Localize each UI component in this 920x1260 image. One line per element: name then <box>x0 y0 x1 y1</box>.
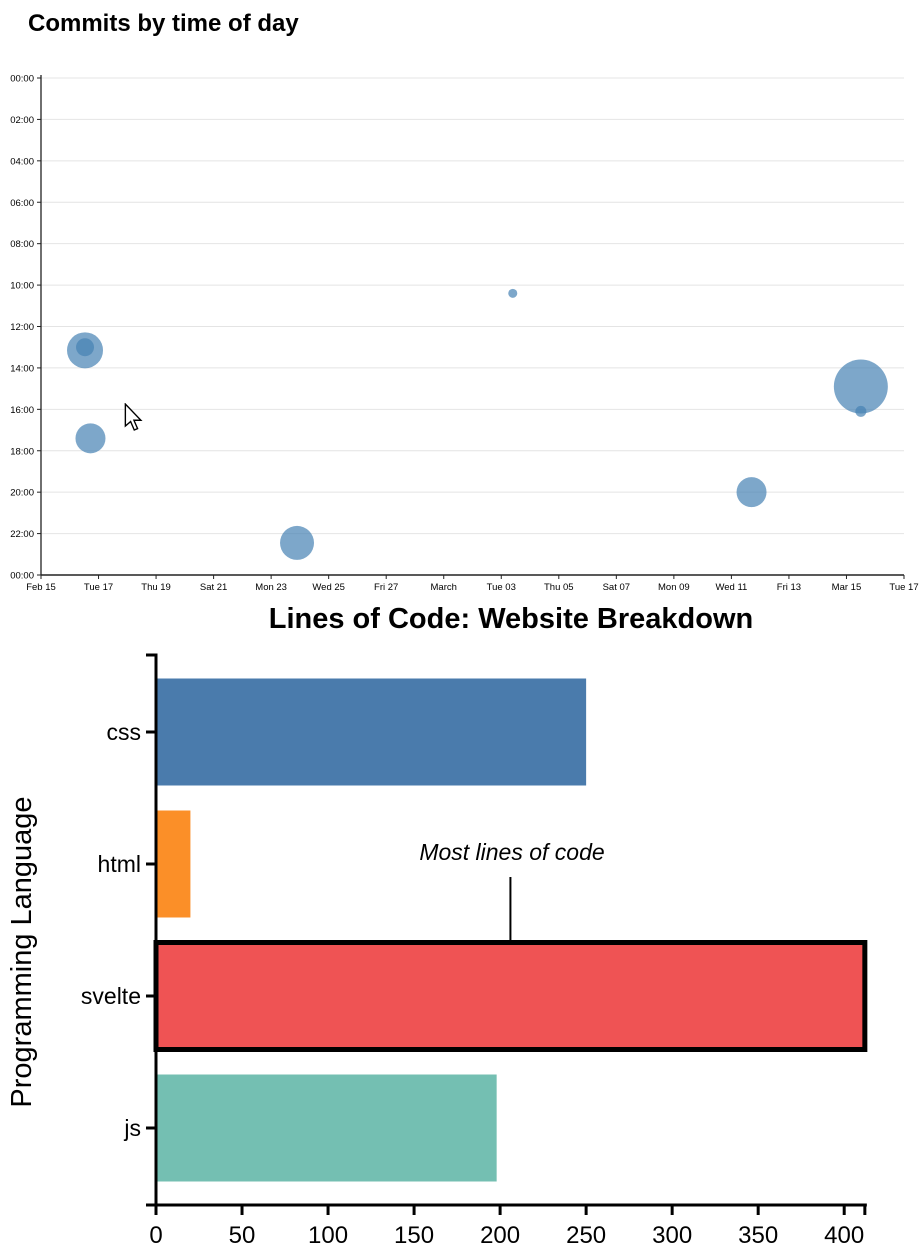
x-axis-tick-label: 50 <box>229 1222 256 1249</box>
cursor-arrow <box>124 403 143 431</box>
x-axis-tick-label: Thu 05 <box>544 582 574 593</box>
x-axis-tick-label: Thu 19 <box>141 582 171 593</box>
x-axis-tick-label: Tue 17 <box>84 582 113 593</box>
category-label: css <box>107 719 142 745</box>
y-axis-tick-label: 12:00 <box>10 322 34 333</box>
x-axis-tick-label: 300 <box>652 1222 692 1249</box>
x-axis-tick-label: Tue 17 <box>889 582 918 593</box>
x-axis-tick-label: Feb 15 <box>26 582 56 593</box>
commit-bubble <box>508 288 518 298</box>
y-axis-tick-label: 22:00 <box>10 529 34 540</box>
x-axis-tick-label: 100 <box>308 1222 348 1249</box>
commit-bubble <box>280 525 315 560</box>
commit-bubble <box>855 405 867 417</box>
x-axis-tick-label: Wed 25 <box>312 582 345 593</box>
x-axis-tick-label: 0 <box>149 1222 162 1249</box>
commit-bubble <box>736 477 767 508</box>
y-axis-tick-label: 10:00 <box>10 281 34 292</box>
x-axis-tick-label: 250 <box>566 1222 606 1249</box>
bar-html <box>156 810 191 918</box>
y-axis-title: Programming Language <box>6 796 38 1108</box>
y-axis-tick-label: 02:00 <box>10 115 34 126</box>
y-axis-tick-label: 08:00 <box>10 239 34 250</box>
category-label: js <box>123 1115 141 1141</box>
chart1-title: Commits by time of day <box>28 10 299 37</box>
y-axis-tick-label: 20:00 <box>10 488 34 499</box>
y-axis-tick-label: 00:00 <box>10 571 34 582</box>
chart2-title: Lines of Code: Website Breakdown <box>268 603 754 635</box>
y-axis-tick-label: 14:00 <box>10 363 34 374</box>
commits-by-time-chart: Commits by time of day 00:00 02:00 04:00 06… <box>0 0 920 600</box>
y-axis-tick-label: 00:00 <box>10 74 34 85</box>
y-axis-tick-label: 04:00 <box>10 156 34 167</box>
commit-bubble <box>76 338 95 357</box>
x-axis-tick-label: Mar 15 <box>832 582 862 593</box>
x-axis-tick-label: 350 <box>738 1222 778 1249</box>
x-axis-tick-label: Sat 21 <box>200 582 227 593</box>
category-label: html <box>98 851 141 877</box>
x-axis-tick-label: 200 <box>480 1222 520 1249</box>
commits-scatter-plot: 00:00 02:00 04:00 06:00 08:00 10:00 12:00 14:00… <box>10 74 918 594</box>
x-axis-tick-label: Fri 13 <box>777 582 801 593</box>
x-axis-tick-label: Mon 23 <box>255 582 287 593</box>
x-axis-tick-label: Tue 03 <box>487 582 516 593</box>
bar-css <box>156 678 587 786</box>
bar-js <box>156 1074 497 1182</box>
x-axis-tick-label: Fri 27 <box>374 582 398 593</box>
mouse-cursor-icon <box>124 403 143 431</box>
commit-bubble <box>75 423 106 454</box>
commit-bubble <box>833 359 888 414</box>
x-axis-tick-label: March <box>431 582 457 593</box>
category-label: svelte <box>81 983 141 1009</box>
y-axis-tick-label: 06:00 <box>10 198 34 209</box>
bar-svelte <box>153 940 868 1052</box>
x-axis-tick-label: 150 <box>394 1222 434 1249</box>
loc-bar-plot: css html svelte js 0 50 100 150 200 250 300 350 400 <box>81 653 868 1249</box>
annotation-text: Most lines of code <box>419 839 605 865</box>
lines-of-code-chart: css html svelte js 0 50 100 150 200 250 300 350 400 … <box>0 600 920 1260</box>
x-axis-tick-label: 400 <box>824 1222 864 1249</box>
y-axis-tick-label: 16:00 <box>10 405 34 416</box>
y-axis-tick-label: 18:00 <box>10 446 34 457</box>
x-axis-tick-label: Sat 07 <box>603 582 630 593</box>
x-axis-tick-label: Wed 11 <box>715 582 747 593</box>
x-axis-tick-label: Mon 09 <box>658 582 690 593</box>
